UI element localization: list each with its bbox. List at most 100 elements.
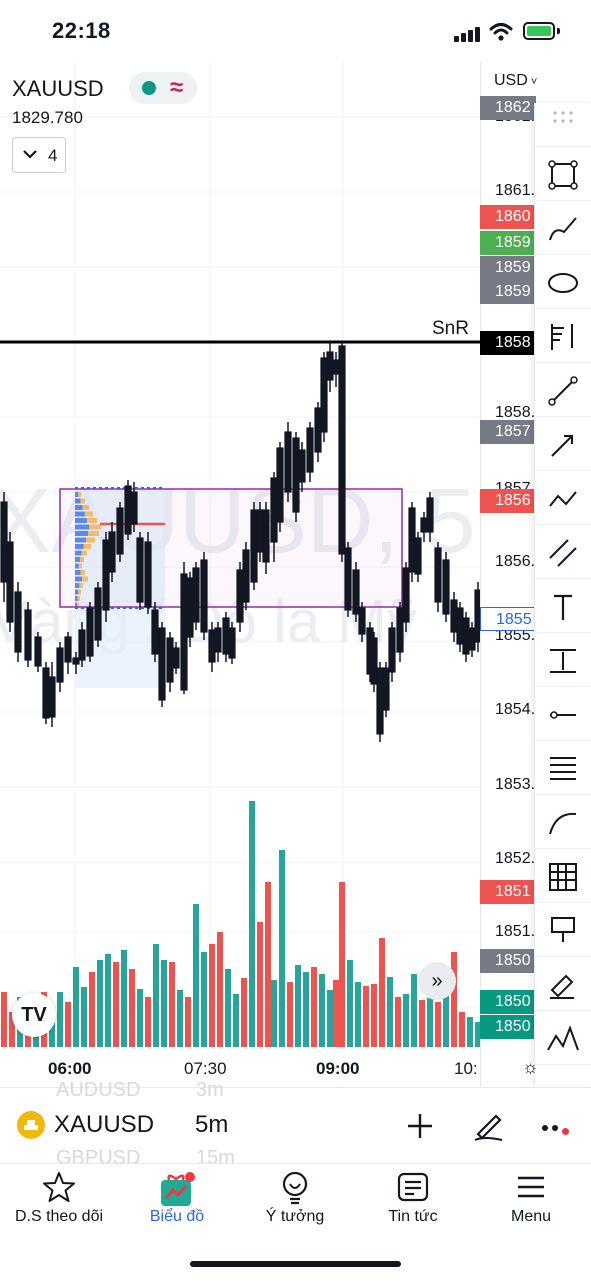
- candle-down: [72, 657, 80, 665]
- curve-icon: [548, 812, 576, 835]
- tab-menu[interactable]: [472, 1170, 590, 1209]
- tool-curve[interactable]: [534, 798, 591, 849]
- tool-trend-line[interactable]: [534, 366, 591, 417]
- symbol-picker[interactable]: XAUUSD: [54, 1111, 155, 1138]
- tv-logo-icon: TV: [21, 1003, 47, 1026]
- vp-bar-yellow: [78, 492, 81, 497]
- currency-selector[interactable]: USD ˅: [494, 72, 537, 90]
- pattern-icon: [546, 1025, 579, 1051]
- volume-bar: [249, 801, 255, 1047]
- volume-bar: [379, 938, 385, 1047]
- volume-bar: [295, 965, 301, 1047]
- home-indicator: [190, 1261, 401, 1267]
- candle-down: [180, 573, 188, 691]
- candle-down: [408, 507, 416, 573]
- plus-icon[interactable]: [406, 1112, 434, 1140]
- candle-down: [382, 667, 390, 711]
- volume-bar: [339, 882, 345, 1047]
- time-axis[interactable]: [0, 1048, 480, 1086]
- tab-news-label: Tin tức: [388, 1208, 438, 1225]
- vp-bar-blue: [75, 498, 81, 504]
- more-options-icon[interactable]: [542, 1122, 572, 1136]
- tool-horizontal-lines[interactable]: [534, 744, 591, 795]
- volume-bar: [49, 1017, 55, 1047]
- tool-highlighter[interactable]: [534, 960, 591, 1011]
- status-time: 22:18: [52, 18, 111, 43]
- volume-bar: [387, 977, 393, 1047]
- candle-down: [338, 345, 346, 555]
- candle-down: [108, 531, 116, 573]
- price-tag: 1850: [480, 990, 536, 1014]
- tool-arrow-line[interactable]: [534, 420, 591, 471]
- candle-down: [344, 547, 352, 611]
- volume-bar: [201, 952, 207, 1047]
- volume-bar: [217, 932, 223, 1047]
- hamburger-icon: [518, 1176, 544, 1198]
- parallel-line-icon: [548, 539, 577, 567]
- trend-line-icon: [547, 376, 578, 406]
- tab-chart[interactable]: [118, 1170, 236, 1213]
- vp-bar-blue: [75, 602, 78, 608]
- tool-text[interactable]: [534, 582, 591, 633]
- price-tag: 1850: [480, 1015, 536, 1039]
- volume-bar: [257, 922, 263, 1047]
- tool-pattern[interactable]: [534, 1014, 591, 1065]
- candle-down: [94, 587, 102, 641]
- time-label: 07:30: [184, 1059, 227, 1078]
- chart-symbol[interactable]: XAUUSD: [12, 76, 104, 101]
- tool-fib-tool[interactable]: [534, 312, 591, 363]
- price-tick-label: 1861.: [495, 182, 536, 199]
- candle-down: [42, 667, 50, 719]
- candle-down: [426, 497, 434, 533]
- price-tag: 1855: [480, 607, 536, 631]
- highlighter-icon: [549, 974, 574, 999]
- market-open-dot-icon: [142, 81, 156, 95]
- tool-grid[interactable]: [534, 852, 591, 903]
- tab-news[interactable]: [354, 1170, 472, 1209]
- tool-brush[interactable]: [534, 204, 591, 255]
- candle-down: [262, 509, 270, 563]
- market-status-pill[interactable]: [129, 72, 197, 104]
- tool-rectangle[interactable]: [534, 150, 591, 201]
- tool-horizontal-line[interactable]: [534, 690, 591, 741]
- candle-down: [158, 627, 166, 701]
- pen-icon[interactable]: [472, 1108, 506, 1142]
- vp-bar-blue: [75, 563, 79, 569]
- timeframe-picker[interactable]: 5m: [195, 1111, 229, 1138]
- tab-ideas[interactable]: [236, 1170, 354, 1211]
- candle-down: [450, 599, 458, 633]
- candle-down: [306, 427, 314, 473]
- candle-down: [442, 559, 450, 615]
- scroll-to-latest-button[interactable]: »: [418, 962, 456, 1000]
- lightbulb-icon: [282, 1171, 308, 1205]
- tradingview-logo[interactable]: TV: [12, 993, 56, 1037]
- vp-bar-yellow: [83, 544, 91, 549]
- drag-handle-icon: [552, 111, 573, 123]
- tool-path[interactable]: [534, 474, 591, 525]
- vp-bar-blue: [75, 544, 84, 549]
- volume-bar: [435, 1002, 441, 1047]
- time-label: 10:: [454, 1059, 478, 1078]
- tab-watchlist[interactable]: [0, 1170, 118, 1209]
- battery-icon: [523, 22, 555, 40]
- vp-bar-yellow: [81, 550, 87, 556]
- tool-drag-handle[interactable]: [534, 96, 591, 147]
- tool-ellipse[interactable]: [534, 258, 591, 309]
- candle-down: [352, 569, 360, 615]
- volume-bar: [185, 997, 191, 1047]
- text-icon: [553, 594, 572, 620]
- indicators-toggle-button[interactable]: [12, 137, 66, 173]
- price-chart[interactable]: XAUUSD, 5 Vàng / Đô la Mỹ SnR: [0, 62, 480, 1087]
- volume-bar: [427, 998, 433, 1047]
- volume-bar: [169, 962, 175, 1047]
- price-tag: 1859: [480, 231, 536, 255]
- settings-icon[interactable]: ☼: [522, 1057, 539, 1077]
- tool-parallel-line[interactable]: [534, 528, 591, 579]
- volume-bar: [371, 984, 377, 1047]
- price-tick-label: 1854.: [495, 701, 536, 718]
- volume-bar: [225, 969, 231, 1047]
- callout-icon: [550, 917, 575, 942]
- vp-bar-blue: [75, 537, 86, 543]
- tool-price-range[interactable]: [534, 636, 591, 687]
- tool-callout[interactable]: [534, 906, 591, 957]
